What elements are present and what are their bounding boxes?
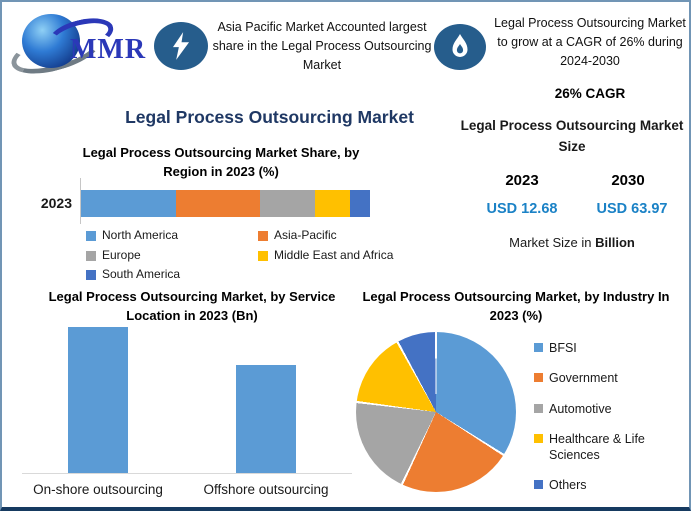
industry-pie-legend: BFSI Government Automotive Healthcare & Lif… (534, 340, 689, 494)
industry-legend-item-others: Others (534, 477, 689, 493)
market-size-value-end: USD 63.97 (596, 201, 668, 217)
lightning-icon (154, 22, 208, 70)
lightning-glyph (172, 32, 190, 60)
industry-legend-item-bfsi: BFSI (534, 340, 689, 356)
legend-label: Asia-Pacific (274, 228, 337, 242)
region-legend: North America Asia-Pacific Europe Middle Ea… (86, 228, 404, 283)
market-size-value-start: USD 12.68 (486, 201, 558, 217)
legend-swatch-icon (86, 270, 96, 281)
region-axis-line (80, 178, 81, 224)
flame-glyph (452, 34, 468, 57)
cagr-label: 26% CAGR (554, 86, 626, 101)
header-highlight-1: Asia Pacific Market Accounted largest sh… (212, 20, 432, 72)
legend-swatch-icon (86, 250, 96, 261)
region-segment-asia-pacific (176, 190, 261, 217)
market-size-year-end: 2030 (611, 172, 645, 189)
legend-swatch-icon (86, 231, 96, 241)
legend-swatch-icon (258, 250, 268, 261)
legend-label: Others (549, 478, 587, 493)
legend-label: Automotive (549, 401, 612, 416)
market-size-note-unit: Billion (595, 235, 635, 250)
page-title: Legal Process Outsourcing Market (125, 107, 414, 127)
service-plot (22, 327, 352, 474)
globe-icon (22, 14, 80, 68)
region-category-label: 2023 (40, 195, 72, 211)
legend-label: South America (102, 267, 181, 282)
region-legend-item-middle-east-and-africa: Middle East and Africa (258, 248, 404, 264)
region-legend-item-north-america: North America (86, 228, 258, 244)
market-size-year-start: 2023 (505, 172, 539, 189)
legend-label: Government (549, 371, 618, 386)
region-legend-item-europe: Europe (86, 248, 258, 264)
region-legend-item-south-america: South America (86, 267, 258, 283)
service-bar-offshore-outsourcing (236, 365, 296, 473)
flame-icon (434, 24, 486, 70)
industry-legend-item-government: Government (534, 370, 689, 386)
mmr-logo: MMR (6, 10, 147, 82)
legend-swatch-icon (534, 433, 543, 443)
logo-text: MMR (70, 34, 147, 65)
legend-swatch-icon (534, 343, 543, 352)
legend-label: Middle East and Africa (274, 247, 394, 262)
header-highlight-2: Legal Process Outsourcing Market to grow… (494, 16, 686, 68)
industry-legend-item-healthcare-life-sciences: Healthcare & Life Sciences (534, 431, 689, 464)
service-category-onshore: On-shore outsourcing (33, 482, 163, 497)
market-size-note: Market Size in Billion (454, 235, 689, 250)
region-segment-north-america (81, 190, 177, 217)
legend-swatch-icon (534, 373, 543, 383)
service-bar-on-shore-outsourcing (68, 327, 128, 473)
industry-pie (356, 332, 516, 492)
industry-chart-title: Legal Process Outsourcing Market, by Ind… (362, 289, 670, 323)
legend-swatch-icon (534, 480, 543, 490)
legend-label: BFSI (549, 341, 577, 355)
legend-swatch-icon (258, 231, 268, 241)
market-size-title: Legal Process Outsourcing Market Size (460, 118, 684, 154)
service-category-offshore: Offshore outsourcing (203, 482, 329, 497)
legend-label: Healthcare & Life Sciences (549, 431, 645, 462)
legend-label: Europe (102, 247, 141, 262)
legend-label: North America (102, 228, 179, 242)
region-segment-south-america (349, 190, 371, 217)
region-legend-item-asia-pacific: Asia-Pacific (258, 228, 404, 244)
service-chart-title: Legal Process Outsourcing Market, by Ser… (48, 289, 336, 323)
industry-legend-item-automotive: Automotive (534, 401, 689, 417)
region-segment-europe (260, 190, 316, 217)
legend-swatch-icon (534, 403, 543, 413)
region-chart-title: Legal Process Outsourcing Market Share, … (82, 145, 360, 179)
market-size-note-prefix: Market Size in (509, 235, 596, 250)
region-segment-middle-east-and-africa (315, 190, 350, 217)
region-bar (81, 190, 371, 217)
